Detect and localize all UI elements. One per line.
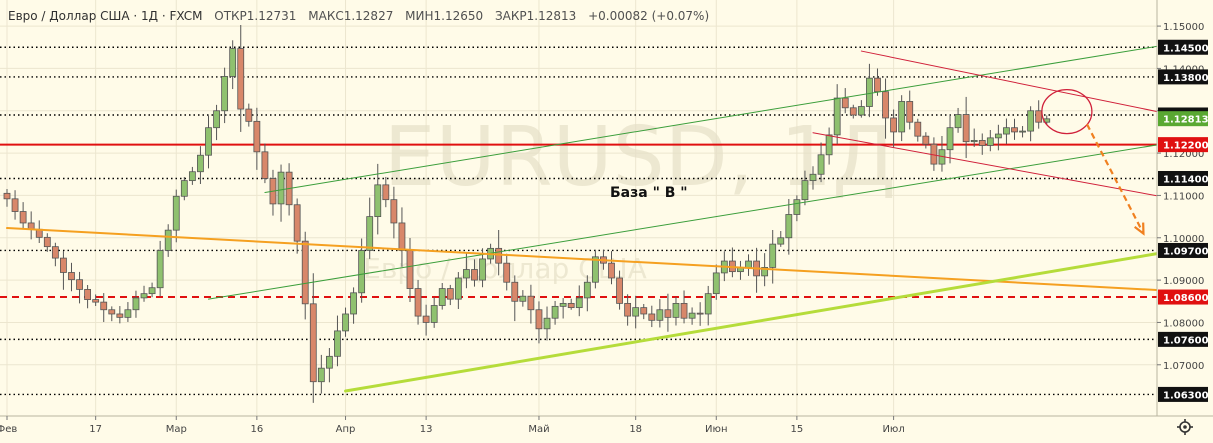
price-tick-label: 1.15000 bbox=[1163, 22, 1204, 33]
symbol-header: Евро / Доллар США · 1Д · FXCM ОТКР1.1273… bbox=[8, 9, 717, 23]
svg-text:1.08600: 1.08600 bbox=[1163, 293, 1209, 304]
price-level-badge[interactable]: 1.14500 bbox=[1158, 40, 1209, 55]
price-level-badge[interactable]: 1.11400 bbox=[1158, 171, 1209, 186]
svg-text:1.13800: 1.13800 bbox=[1163, 73, 1209, 84]
price-tick-label: 1.09000 bbox=[1163, 276, 1204, 287]
ohlc-change: +0.00082 (+0.07%) bbox=[588, 9, 709, 23]
time-tick-label: Июн bbox=[705, 424, 727, 435]
time-tick-label: 17 bbox=[89, 424, 102, 435]
base-b-annotation: База " В " bbox=[610, 185, 688, 201]
svg-text:1.06300: 1.06300 bbox=[1163, 390, 1209, 401]
time-tick-label: Май bbox=[528, 424, 549, 435]
time-tick-label: Июл bbox=[882, 424, 904, 435]
svg-text:1.12813: 1.12813 bbox=[1163, 115, 1209, 126]
price-tick-label: 1.08000 bbox=[1163, 318, 1204, 329]
time-tick-label: 15 bbox=[791, 424, 804, 435]
time-tick-label: 16 bbox=[250, 424, 263, 435]
time-tick-label: 13 bbox=[420, 424, 433, 435]
price-level-badge[interactable]: 1.12200 bbox=[1158, 137, 1209, 152]
ohlc-high: МАКС1.12827 bbox=[308, 9, 393, 23]
symbol-title[interactable]: Евро / Доллар США · 1Д · FXCM bbox=[8, 9, 202, 23]
ohlc-low: МИН1.12650 bbox=[405, 9, 483, 23]
ohlc-close: ЗАКР1.12813 bbox=[495, 9, 576, 23]
time-tick-label: Фев bbox=[0, 424, 17, 435]
price-tick-label: 1.11000 bbox=[1163, 191, 1204, 202]
price-level-badge[interactable]: 1.13800 bbox=[1158, 69, 1209, 84]
time-tick-label: Мар bbox=[166, 424, 187, 435]
svg-text:1.14500: 1.14500 bbox=[1163, 43, 1209, 54]
svg-text:1.07600: 1.07600 bbox=[1163, 335, 1209, 346]
time-tick-label: Апр bbox=[336, 424, 356, 435]
time-tick-label: 18 bbox=[629, 424, 642, 435]
price-tick-label: 1.07000 bbox=[1163, 361, 1204, 372]
price-level-badge[interactable]: 1.06300 bbox=[1158, 387, 1209, 402]
price-level-badge[interactable]: 1.08600 bbox=[1158, 290, 1209, 305]
svg-text:1.09700: 1.09700 bbox=[1163, 246, 1209, 257]
svg-text:1.12200: 1.12200 bbox=[1163, 141, 1209, 152]
ohlc-open: ОТКР1.12731 bbox=[214, 9, 296, 23]
svg-text:1.11400: 1.11400 bbox=[1163, 174, 1209, 185]
price-level-badge[interactable]: 1.09700 bbox=[1158, 243, 1209, 258]
price-level-badge[interactable]: 1.12813 bbox=[1158, 111, 1209, 126]
price-level-badge[interactable]: 1.07600 bbox=[1158, 332, 1209, 347]
